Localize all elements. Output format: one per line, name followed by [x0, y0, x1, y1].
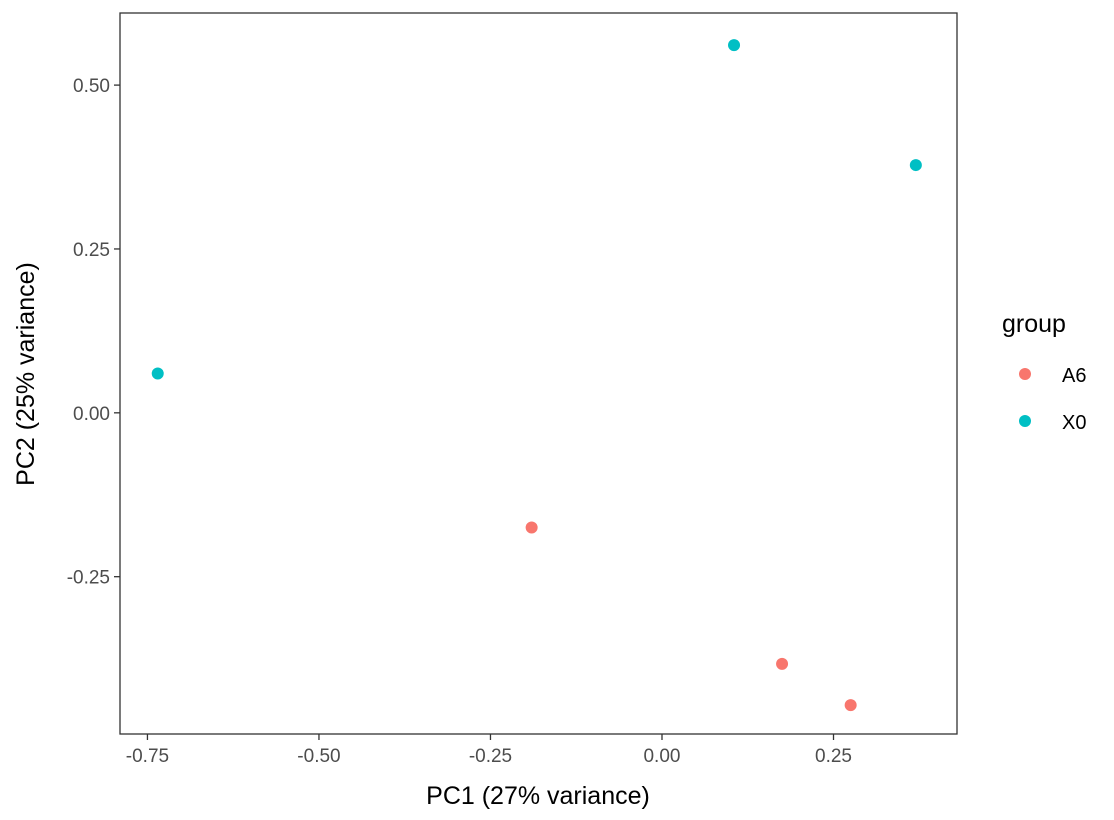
legend-key-a6	[1019, 368, 1031, 380]
point-a6	[525, 521, 538, 534]
x-axis-ticks: -0.75 -0.50 -0.25 0.00 0.25	[126, 734, 852, 767]
point-x0	[909, 159, 922, 172]
y-axis-title: PC2 (25% variance)	[12, 262, 40, 486]
x-tick-label: -0.75	[126, 746, 169, 767]
y-tick-label: 0.50	[73, 76, 110, 97]
y-axis-ticks: -0.25 0.00 0.25 0.50	[67, 76, 120, 589]
legend-label: A6	[1062, 365, 1086, 387]
point-x0	[151, 367, 164, 380]
x-tick-label: 0.00	[643, 746, 680, 767]
point-a6	[844, 699, 857, 712]
panel-border	[119, 12, 958, 735]
y-tick-label: -0.25	[67, 568, 110, 589]
legend-key-x0	[1019, 415, 1031, 427]
x-axis-title: PC1 (27% variance)	[426, 782, 650, 810]
point-a6	[776, 657, 789, 670]
point-x0	[728, 39, 741, 52]
legend-title: group	[1002, 310, 1066, 338]
legend-label: X0	[1062, 412, 1086, 434]
data-points	[151, 39, 922, 712]
x-tick-label: -0.50	[297, 746, 340, 767]
x-tick-label: -0.25	[469, 746, 512, 767]
x-tick-label: 0.25	[815, 746, 852, 767]
y-tick-label: 0.00	[73, 404, 110, 425]
legend: group A6 X0	[1002, 310, 1086, 434]
y-tick-label: 0.25	[73, 240, 110, 261]
